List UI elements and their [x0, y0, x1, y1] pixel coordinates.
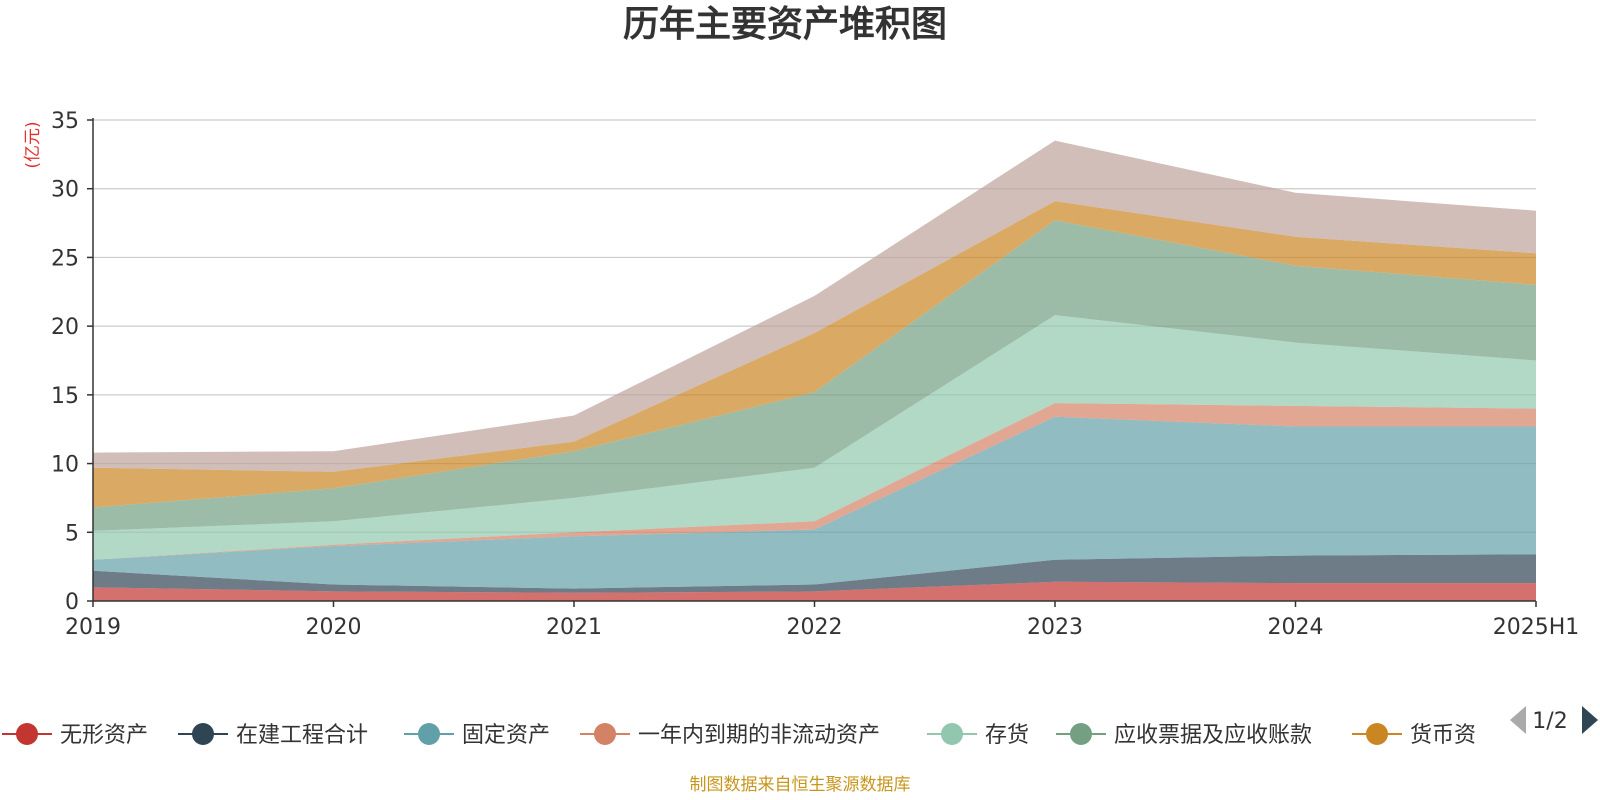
- legend-marker-icon: [594, 723, 616, 745]
- chart-title: 历年主要资产堆积图: [623, 4, 947, 45]
- stacked-areas: [93, 140, 1536, 601]
- legend-item[interactable]: 货币资: [1352, 723, 1476, 748]
- y-tick-label: 25: [51, 246, 79, 271]
- legend[interactable]: 无形资产 在建工程合计 固定资产 一年内到期的非流动资产 存货 应收票据及应收账款 货币资: [2, 723, 1476, 748]
- legend-marker-icon: [16, 723, 38, 745]
- area-series[interactable]: [93, 140, 1536, 472]
- chevron-left-icon[interactable]: [1510, 706, 1526, 734]
- legend-pager[interactable]: 1/2: [1510, 706, 1598, 734]
- y-tick-label: 5: [65, 521, 79, 546]
- legend-marker-icon: [941, 723, 963, 745]
- y-axis-unit-label: (亿元): [23, 121, 43, 168]
- legend-item[interactable]: 一年内到期的非流动资产: [580, 723, 880, 748]
- axes: 0 5 10 15 20 25 30 35 2019 2020 2021 2022 2023 2024 20…: [51, 109, 1579, 640]
- legend-label: 存货: [985, 723, 1029, 748]
- legend-marker-icon: [192, 723, 214, 745]
- area-series[interactable]: [93, 416, 1536, 589]
- y-tick-label: 10: [51, 453, 79, 478]
- x-tick-label: 2022: [787, 615, 843, 640]
- legend-label: 应收票据及应收账款: [1114, 723, 1312, 748]
- y-tick-label: 20: [51, 315, 79, 340]
- legend-label: 在建工程合计: [236, 723, 368, 748]
- area-series[interactable]: [93, 403, 1536, 560]
- legend-label: 货币资: [1410, 723, 1476, 748]
- legend-label: 无形资产: [60, 723, 148, 748]
- legend-item[interactable]: 在建工程合计: [178, 723, 368, 748]
- legend-label: 固定资产: [462, 723, 550, 748]
- legend-item[interactable]: 固定资产: [404, 723, 550, 748]
- legend-marker-icon: [1070, 723, 1092, 745]
- x-tick-label: 2025H1: [1493, 615, 1580, 640]
- x-tick-label: 2024: [1268, 615, 1324, 640]
- x-tick-label: 2021: [546, 615, 602, 640]
- area-series[interactable]: [93, 554, 1536, 593]
- chevron-right-icon[interactable]: [1582, 706, 1598, 734]
- y-tick-label: 0: [65, 590, 79, 615]
- legend-page-indicator: 1/2: [1532, 709, 1567, 734]
- area-series[interactable]: [93, 201, 1536, 508]
- y-tick-label: 30: [51, 178, 79, 203]
- legend-marker-icon: [1366, 723, 1388, 745]
- legend-label: 一年内到期的非流动资产: [638, 723, 880, 748]
- y-tick-label: 15: [51, 384, 79, 409]
- legend-marker-icon: [418, 723, 440, 745]
- x-tick-label: 2020: [306, 615, 362, 640]
- data-source-note: 制图数据来自恒生聚源数据库: [690, 775, 911, 795]
- legend-item[interactable]: 应收票据及应收账款: [1056, 723, 1312, 748]
- area-series[interactable]: [93, 315, 1536, 560]
- legend-item[interactable]: 存货: [927, 723, 1029, 748]
- x-tick-label: 2019: [65, 615, 121, 640]
- x-tick-label: 2023: [1027, 615, 1083, 640]
- legend-item[interactable]: 无形资产: [2, 723, 148, 748]
- y-tick-label: 35: [51, 109, 79, 134]
- area-series[interactable]: [93, 220, 1536, 531]
